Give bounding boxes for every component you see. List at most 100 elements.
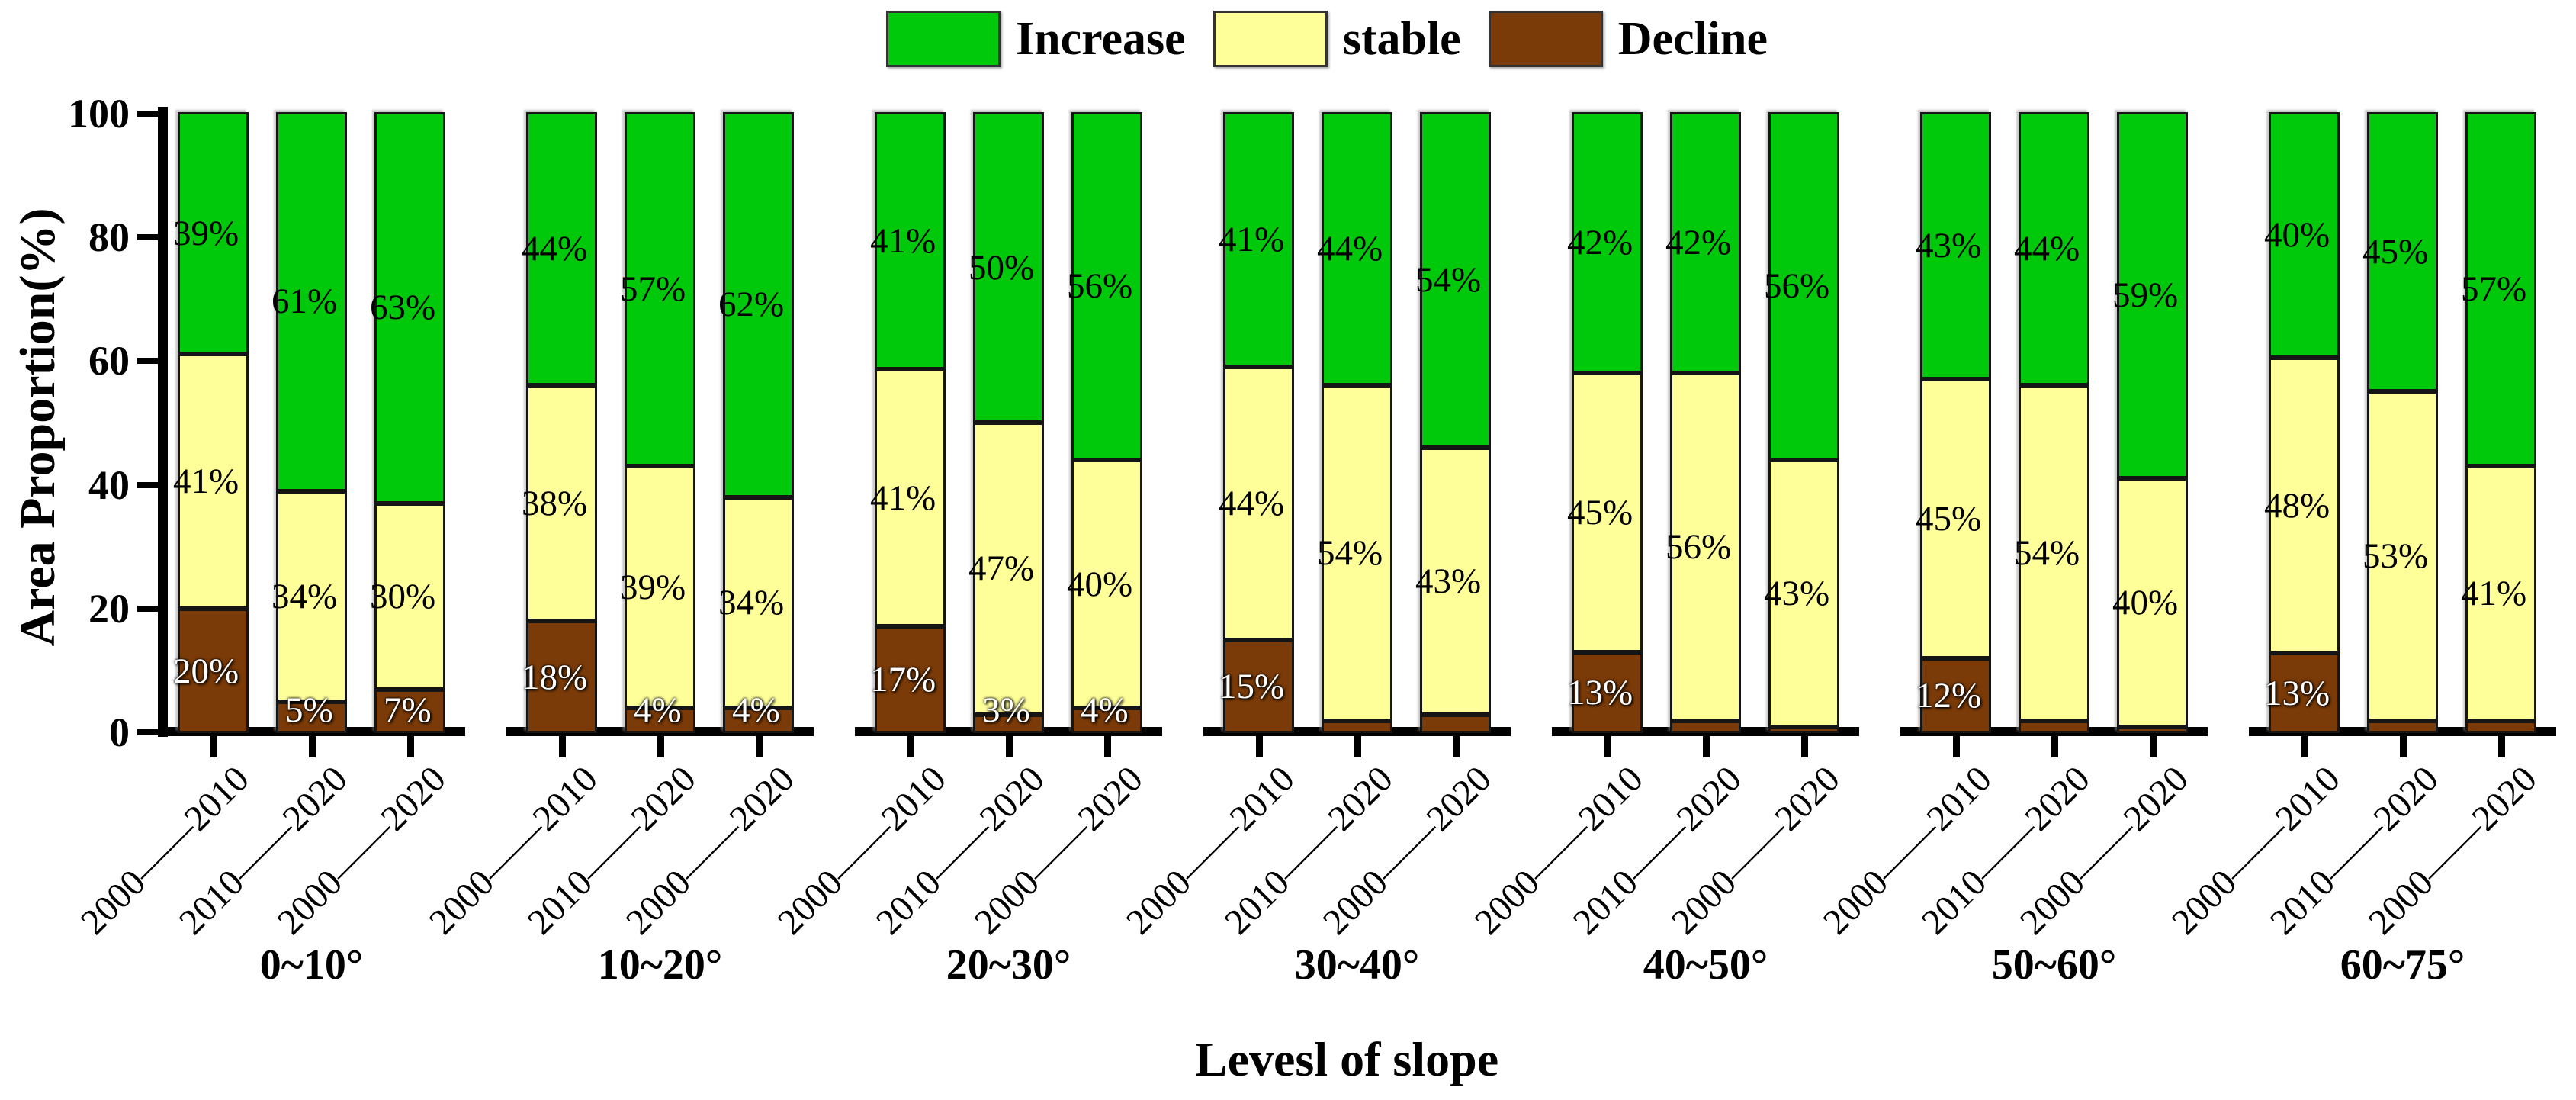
- bar-segment-decline: [178, 609, 249, 733]
- bar-segment-stable: [2465, 465, 2536, 721]
- bar-segment-increase: [1322, 112, 1392, 386]
- segment-value-label: 47%: [968, 548, 1035, 589]
- y-tick-label: 0: [109, 709, 130, 755]
- legend-item-increase: Increase: [886, 11, 1186, 67]
- segment-value-label: 3%: [982, 690, 1030, 730]
- segment-value-label: 30%: [370, 576, 436, 616]
- x-tick: [1702, 735, 1710, 757]
- bar-segment-stable: [1322, 385, 1392, 721]
- decline-swatch-icon: [1488, 11, 1603, 67]
- x-tick: [755, 735, 763, 757]
- segment-value-label: 50%: [968, 247, 1035, 288]
- x-group-label: 20~30°: [946, 941, 1071, 989]
- legend-label-increase: Increase: [1016, 13, 1186, 65]
- segment-value-label: 53%: [2362, 536, 2429, 576]
- bar-segment-decline: [2019, 720, 2089, 733]
- bar-segment-stable: [1071, 459, 1142, 709]
- bar-segment-increase: [1670, 112, 1741, 373]
- bar-segment-increase: [723, 112, 794, 497]
- x-tick: [2301, 735, 2308, 757]
- legend-label-stable: stable: [1342, 13, 1461, 65]
- x-tick: [406, 735, 414, 757]
- bar-segment-decline: [1920, 658, 1991, 733]
- x-tick: [2497, 735, 2505, 757]
- x-tick: [1604, 735, 1611, 757]
- bar-segment-decline: [2465, 720, 2536, 733]
- bar-segment-decline: [625, 708, 695, 733]
- bar-segment-increase: [973, 112, 1044, 423]
- bar-segment-increase: [526, 112, 597, 386]
- segment-value-label: 44%: [2014, 229, 2080, 269]
- bar-10~20°-2010——2020: [625, 112, 695, 733]
- bar-segment-stable: [2117, 478, 2188, 727]
- bar-segment-stable: [2269, 358, 2340, 654]
- bar-segment-decline: [2367, 720, 2438, 733]
- legend-label-decline: Decline: [1617, 13, 1768, 65]
- bar-10~20°-2000——2020: [723, 112, 794, 733]
- segment-value-label: 41%: [173, 462, 239, 502]
- bar-segment-decline: [973, 714, 1044, 733]
- bar-segment-stable: [973, 423, 1044, 715]
- segment-value-label: 42%: [1567, 222, 1633, 262]
- segment-value-label: 5%: [285, 690, 333, 730]
- bar-30~40°-2000——2010: [1223, 112, 1294, 733]
- segment-value-label: 13%: [2264, 673, 2330, 713]
- bar-segment-decline: [2117, 726, 2188, 733]
- segment-value-label: 4%: [634, 690, 682, 730]
- segment-value-label: 63%: [370, 288, 436, 328]
- x-tick: [907, 735, 914, 757]
- x-tick: [1255, 735, 1263, 757]
- bar-segment-stable: [178, 354, 249, 610]
- x-tick: [1952, 735, 1960, 757]
- segment-value-label: 43%: [1916, 226, 1982, 265]
- bar-30~40°-2000——2020: [1420, 112, 1491, 733]
- segment-value-label: 40%: [2264, 215, 2330, 256]
- segment-value-label: 41%: [870, 478, 936, 518]
- segment-value-label: 34%: [718, 583, 785, 623]
- bar-segment-stable: [1670, 372, 1741, 721]
- bar-segment-increase: [2117, 112, 2188, 479]
- bar-20~30°-2000——2020: [1071, 112, 1142, 733]
- bar-segment-stable: [276, 490, 347, 703]
- bar-segment-increase: [875, 112, 946, 370]
- bar-segment-stable: [374, 503, 445, 690]
- x-tick: [1103, 735, 1111, 757]
- bar-0~10°-2010——2020: [276, 112, 347, 733]
- bar-20~30°-2010——2020: [973, 112, 1044, 733]
- bar-segment-increase: [2367, 112, 2438, 392]
- segment-value-label: 42%: [1665, 222, 1732, 262]
- bar-40~50°-2000——2020: [1768, 112, 1839, 733]
- x-group-label: 60~75°: [2340, 941, 2465, 989]
- x-tick: [1005, 735, 1013, 757]
- y-axis-title: Area Proportion(%): [10, 207, 66, 647]
- y-tick-label: 80: [88, 214, 130, 261]
- segment-value-label: 20%: [173, 651, 239, 691]
- bar-20~30°-2000——2010: [875, 112, 946, 733]
- x-axis-title: Levesl of slope: [1194, 1032, 1499, 1086]
- bar-segment-stable: [1768, 459, 1839, 727]
- segment-value-label: 41%: [2461, 573, 2527, 613]
- stable-swatch-icon: [1213, 11, 1328, 67]
- bar-segment-decline: [1071, 708, 1142, 733]
- segment-value-label: 56%: [1665, 526, 1732, 567]
- bar-segment-stable: [723, 497, 794, 709]
- legend-item-decline: Decline: [1488, 11, 1768, 67]
- bar-segment-increase: [1071, 112, 1142, 460]
- bar-30~40°-2010——2020: [1322, 112, 1392, 733]
- bar-segment-stable: [625, 465, 695, 709]
- x-tick: [308, 735, 316, 757]
- segment-value-label: 45%: [1916, 499, 1982, 539]
- x-tick: [2399, 735, 2407, 757]
- x-group-label: 50~60°: [1991, 941, 2117, 989]
- bar-segment-decline: [1572, 652, 1643, 733]
- x-group-label: 40~50°: [1643, 941, 1768, 989]
- legend: Increase stable Decline: [886, 11, 1768, 67]
- x-tick: [1354, 735, 1361, 757]
- bar-0~10°-2000——2010: [178, 112, 249, 733]
- y-tick: [137, 481, 158, 488]
- bar-segment-decline: [1670, 720, 1741, 733]
- bar-50~60°-2000——2010: [1920, 112, 1991, 733]
- bar-segment-increase: [1223, 112, 1294, 367]
- x-tick: [657, 735, 664, 757]
